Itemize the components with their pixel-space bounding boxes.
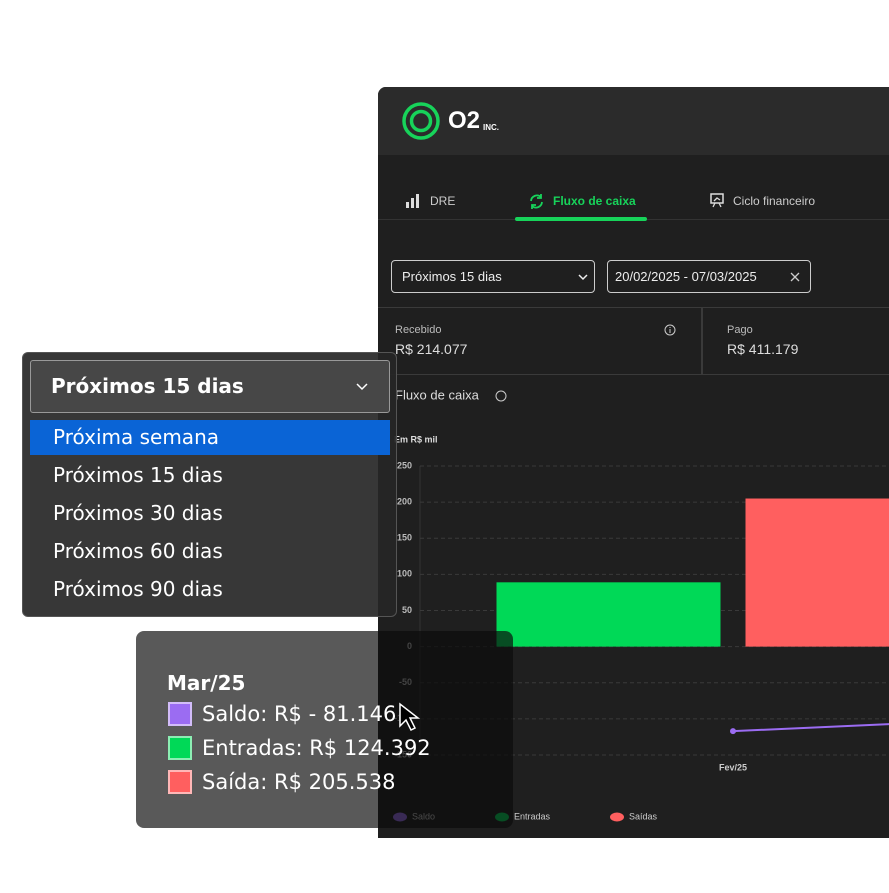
legend-label: Entradas [514, 811, 551, 821]
tab[interactable]: DRE [430, 194, 456, 208]
line [732, 723, 889, 733]
options: Próxima semana Próximos 15 dias Próximos 3… [30, 420, 390, 610]
date-range[interactable]: 20/02/2025 - 07/03/2025 [607, 260, 811, 293]
brand-suffix: INC. [483, 123, 499, 132]
tooltip: Mar/25 Saldo: R$ - 81.146 Entradas: R$ 12… [136, 631, 513, 828]
chevron [578, 274, 588, 281]
option-text: Próxima semana [53, 425, 219, 449]
y-tick-label: 250 [397, 460, 412, 470]
y-tick-label: 50 [402, 605, 412, 615]
swatch [168, 702, 192, 726]
period-select[interactable]: Próximos 15 dias [391, 260, 595, 293]
legend-swatch [610, 812, 624, 822]
tab[interactable]: Ciclo financeiro [733, 194, 816, 208]
tooltip-title: Mar/25 [167, 671, 246, 695]
option-text: Próximos 30 dias [53, 501, 223, 525]
dropdown-select[interactable]: Próximos 15 dias [30, 360, 390, 413]
option[interactable]: Próximos 30 dias [30, 496, 390, 531]
logo [402, 102, 440, 140]
y-tick-label: 150 [397, 533, 412, 543]
y-tick-label: 100 [397, 569, 412, 579]
point [730, 728, 736, 735]
option[interactable]: Próximos 60 dias [30, 534, 390, 569]
cursor [399, 702, 421, 732]
card-label: Pago [727, 324, 753, 336]
selected-text: Próximos 15 dias [51, 374, 244, 398]
legend-label: Saídas [629, 811, 658, 821]
card-label: Recebido [395, 324, 442, 336]
bar [745, 498, 889, 647]
swatch [168, 736, 192, 760]
chevron [356, 383, 368, 391]
info-icon[interactable] [664, 324, 676, 336]
bar [496, 582, 721, 647]
option-text: Próximos 90 dias [53, 577, 223, 601]
y-axis-label: Em R$ mil [394, 434, 438, 444]
tooltip-item: Saída: R$ 205.538 [202, 770, 396, 794]
range-text: 20/02/2025 - 07/03/2025 [615, 269, 757, 284]
option-text: Próximos 15 dias [53, 463, 223, 487]
period-text: Próximos 15 dias [402, 269, 502, 284]
option-text: Próximos 60 dias [53, 539, 223, 563]
option[interactable]: Próximos 90 dias [30, 572, 390, 607]
option[interactable]: Próximos 15 dias [30, 458, 390, 493]
card-divider [701, 308, 703, 374]
tab-underline [515, 217, 647, 221]
dre-icon [406, 194, 419, 208]
tooltip-item: Entradas: R$ 124.392 [202, 736, 431, 760]
brand-name: O2 [448, 107, 481, 134]
y-tick-label: 200 [397, 496, 412, 506]
card-value: R$ 411.179 [727, 341, 799, 357]
header: O2 INC. [378, 87, 889, 155]
chart-title: Fluxo de caixa [395, 387, 480, 402]
card-value: R$ 214.077 [395, 341, 468, 357]
cards-row: Recebido R$ 214.077 Pago R$ 411.179 [378, 307, 889, 375]
info-icon[interactable] [495, 390, 507, 402]
swatch [168, 770, 192, 794]
cash-icon [530, 194, 543, 209]
cycle-icon [710, 193, 724, 208]
dropdown: Próximos 15 dias Próxima semana Próximos … [22, 352, 397, 617]
clear-icon[interactable] [790, 272, 800, 282]
tooltip-items: Saldo: R$ - 81.146 Entradas: R$ 124.392 Sa… [136, 631, 513, 828]
x-tick-label: Fev/25 [719, 762, 747, 772]
tab-active[interactable]: Fluxo de caixa [553, 194, 636, 208]
tooltip-item: Saldo: R$ - 81.146 [202, 702, 397, 726]
option[interactable]: Próxima semana [30, 420, 390, 455]
